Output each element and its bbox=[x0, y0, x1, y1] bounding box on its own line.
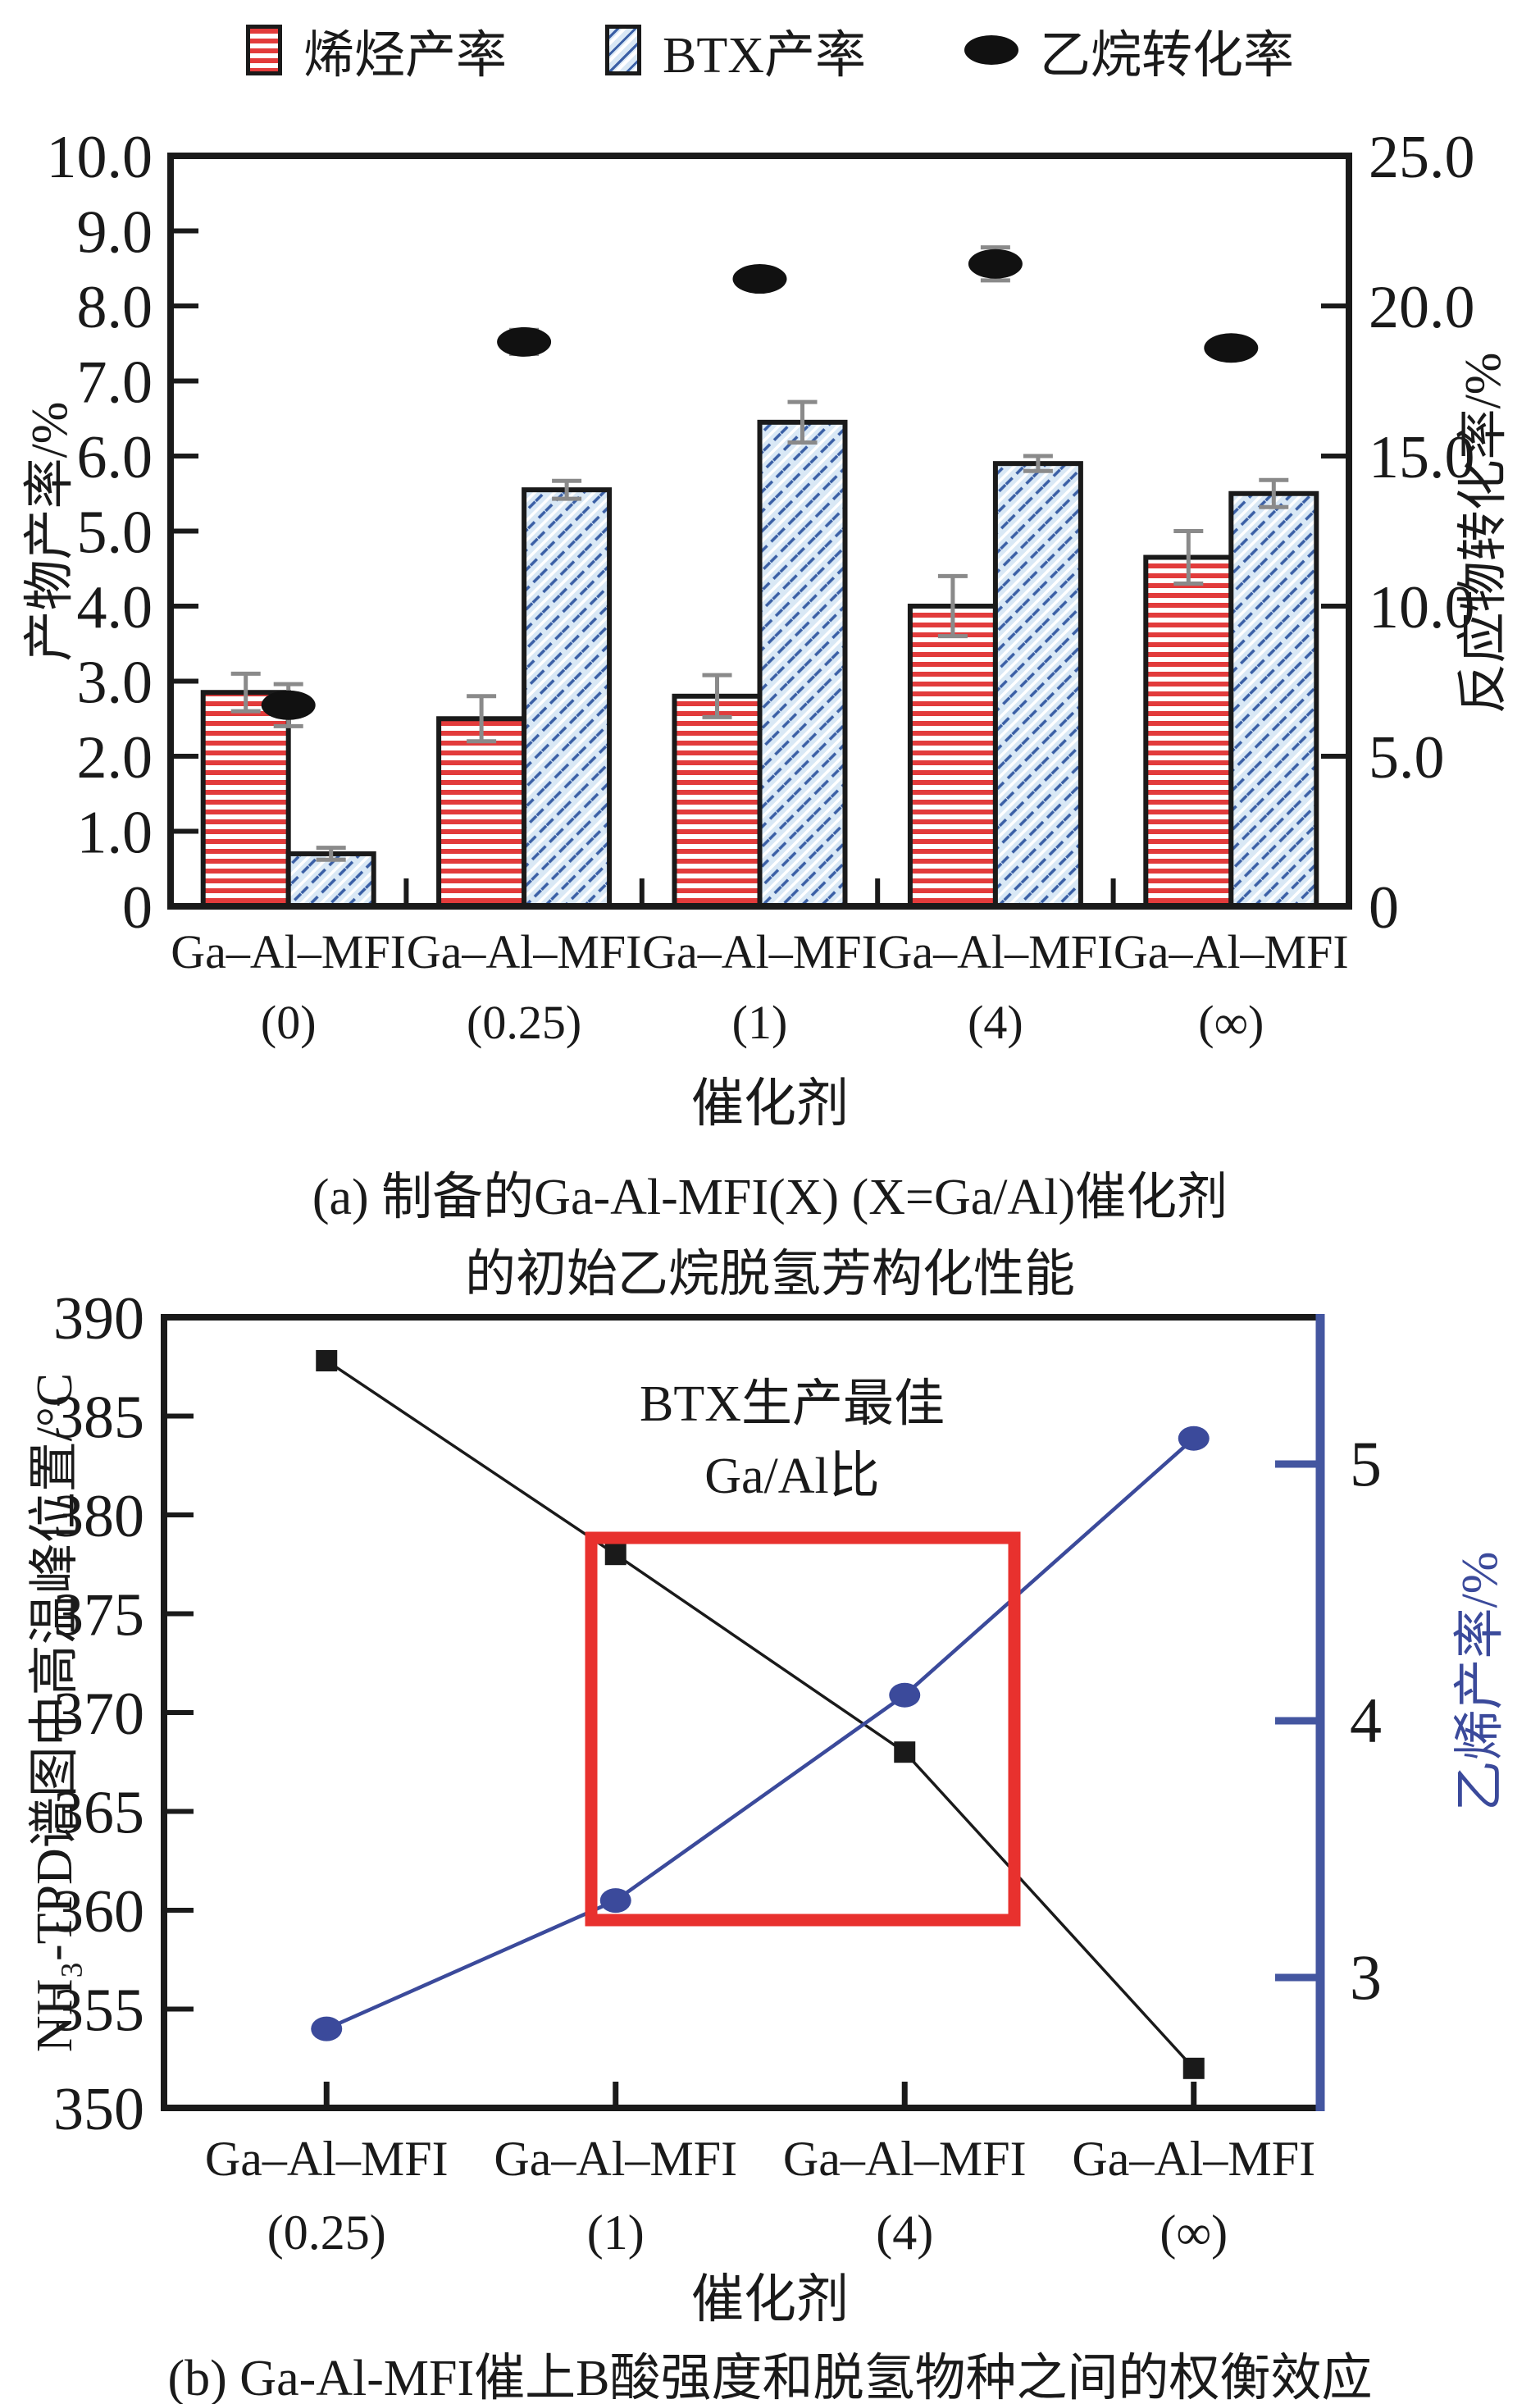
tick-label-right-0: 0 bbox=[1369, 874, 1399, 942]
panel-a-caption-line2: 的初始乙烷脱氢芳构化性能 bbox=[464, 1247, 1075, 1302]
category-sub-label-1: (1) bbox=[587, 2206, 645, 2260]
bar-btx-2 bbox=[757, 419, 848, 909]
legend-label-btx: BTX产率 bbox=[662, 28, 866, 84]
tick-label-right-3: 3 bbox=[1350, 1941, 1382, 2013]
panel-b-left-axis-title: NH₃-TPD谱图中高温峰位置/°C bbox=[27, 1372, 83, 2053]
marker-circle-3 bbox=[1178, 1426, 1210, 1451]
panel-a-caption-line1: (a) 制备的Ga-Al-MFI(X) (X=Ga/Al)催化剂 bbox=[312, 1170, 1228, 1225]
tick-label-left-355: 355 bbox=[53, 1977, 144, 2045]
tick-label-left-2.0: 2.0 bbox=[77, 724, 153, 791]
bar-btx-3 bbox=[992, 461, 1083, 909]
tick-label-left-10.0: 10.0 bbox=[47, 124, 153, 191]
panel-b-chart: 390 385 380 375 370 365 360 355 350 5 4 3 Ga–Al–MFI (… bbox=[53, 1285, 1382, 2260]
dot-conversion-4 bbox=[1204, 333, 1259, 363]
category-sub-label-0: (0.25) bbox=[267, 2206, 386, 2260]
tick-label-right-5.0: 5.0 bbox=[1369, 724, 1445, 791]
category-label-2: Ga–Al–MFI bbox=[642, 925, 877, 978]
tick-label-left-360: 360 bbox=[53, 1878, 144, 1946]
category-label-1: Ga–Al–MFI bbox=[407, 925, 642, 978]
line-ethylene bbox=[326, 1437, 1196, 2031]
legend: 烯烃产率 BTX产率 乙烷转化率 bbox=[0, 13, 1540, 87]
bar-olefin-1 bbox=[436, 716, 527, 909]
btx-swatch-icon bbox=[604, 25, 641, 75]
tick-label-left-1.0: 1.0 bbox=[77, 800, 153, 867]
annotation-line1: BTX生产最佳 bbox=[639, 1376, 945, 1432]
panel-b-caption: (b) Ga-Al-MFI催上B酸强度和脱氢物种之间的权衡效应 bbox=[167, 2351, 1373, 2404]
category-label-1: Ga–Al–MFI bbox=[494, 2132, 737, 2186]
legend-item-olefin: 烯烃产率 bbox=[245, 13, 507, 87]
category-sub-label-3: (∞) bbox=[1160, 2206, 1228, 2260]
dot-conversion-2 bbox=[732, 264, 787, 294]
bar-olefin-4 bbox=[1143, 554, 1234, 910]
category-sub-label-0: (0) bbox=[261, 996, 317, 1049]
dot-conversion-0 bbox=[261, 690, 316, 720]
tick-label-left-350: 350 bbox=[53, 2076, 144, 2143]
panel-a-chart: 10.0 9.0 8.0 7.0 6.0 5.0 4.0 3.0 2.0 1.0 0 25.0 20.0… bbox=[47, 124, 1475, 1049]
dot-conversion-1 bbox=[497, 326, 552, 357]
tick-label-right-5: 5 bbox=[1350, 1428, 1382, 1499]
tick-label-left-390: 390 bbox=[53, 1285, 144, 1353]
panel-b-right-axis-title: 乙烯产率/% bbox=[1452, 1551, 1508, 1812]
tick-label-right-25.0: 25.0 bbox=[1369, 124, 1475, 191]
marker-square-2 bbox=[894, 1741, 916, 1763]
tick-label-left-380: 380 bbox=[53, 1483, 144, 1550]
panel-a-x-axis-title: 催化剂 bbox=[691, 1074, 849, 1133]
tick-label-left-7.0: 7.0 bbox=[77, 349, 153, 417]
category-label-3: Ga–Al–MFI bbox=[878, 925, 1114, 978]
category-label-2: Ga–Al–MFI bbox=[783, 2132, 1027, 2186]
tick-label-left-9.0: 9.0 bbox=[77, 199, 153, 267]
category-sub-label-3: (4) bbox=[968, 996, 1023, 1049]
bar-btx-4 bbox=[1228, 490, 1319, 909]
panel-a-left-axis-title: 产物产率/% bbox=[22, 401, 78, 662]
tick-label-right-20.0: 20.0 bbox=[1369, 274, 1475, 341]
tick-label-right-15.0: 15.0 bbox=[1369, 424, 1475, 491]
dot-conversion-3 bbox=[968, 249, 1023, 279]
marker-square-1 bbox=[604, 1544, 626, 1566]
conversion-marker-icon bbox=[964, 35, 1018, 65]
line-nh3tpd bbox=[326, 1359, 1196, 2069]
tick-label-left-375: 375 bbox=[53, 1582, 144, 1649]
legend-label-olefin: 烯烃产率 bbox=[303, 28, 507, 84]
tick-label-left-4.0: 4.0 bbox=[77, 574, 153, 641]
marker-circle-2 bbox=[889, 1682, 921, 1708]
category-label-0: Ga–Al–MFI bbox=[171, 925, 406, 978]
panel-a-right-axis-title: 反应物转化率/% bbox=[1456, 352, 1511, 714]
marker-circle-1 bbox=[599, 1888, 631, 1914]
category-sub-label-2: (4) bbox=[876, 2206, 933, 2260]
tick-label-left-365: 365 bbox=[53, 1780, 144, 1847]
panel-b-x-axis-title: 催化剂 bbox=[691, 2270, 849, 2329]
category-label-3: Ga–Al–MFI bbox=[1072, 2132, 1315, 2186]
category-label-0: Ga–Al–MFI bbox=[205, 2132, 449, 2186]
bar-olefin-2 bbox=[672, 693, 763, 909]
tick-label-left-370: 370 bbox=[53, 1681, 144, 1748]
marker-square-3 bbox=[1182, 2057, 1205, 2079]
bar-olefin-3 bbox=[907, 604, 998, 909]
tick-label-left-385: 385 bbox=[53, 1384, 144, 1452]
tick-label-left-5.0: 5.0 bbox=[77, 500, 153, 567]
tick-label-right-10.0: 10.0 bbox=[1369, 574, 1475, 641]
category-sub-label-4: (∞) bbox=[1198, 996, 1264, 1049]
tick-label-left-6.0: 6.0 bbox=[77, 424, 153, 491]
tick-label-left-0: 0 bbox=[122, 874, 153, 942]
legend-item-btx: BTX产率 bbox=[604, 13, 866, 87]
tick-label-right-4: 4 bbox=[1350, 1685, 1382, 1756]
olefin-swatch-icon bbox=[245, 25, 282, 75]
category-sub-label-2: (1) bbox=[732, 996, 788, 1049]
legend-item-conversion: 乙烷转化率 bbox=[964, 13, 1294, 87]
bar-btx-1 bbox=[522, 487, 613, 909]
marker-square-0 bbox=[316, 1350, 338, 1372]
annotation-line2: Ga/Al比 bbox=[704, 1448, 880, 1504]
optimal-region-box bbox=[585, 1531, 1021, 1927]
marker-circle-0 bbox=[311, 2016, 343, 2041]
legend-label-conversion: 乙烷转化率 bbox=[1040, 28, 1295, 84]
category-label-4: Ga–Al–MFI bbox=[1114, 925, 1349, 978]
tick-label-left-3.0: 3.0 bbox=[77, 650, 153, 717]
category-sub-label-1: (0.25) bbox=[467, 996, 581, 1049]
tick-label-left-8.0: 8.0 bbox=[77, 274, 153, 341]
